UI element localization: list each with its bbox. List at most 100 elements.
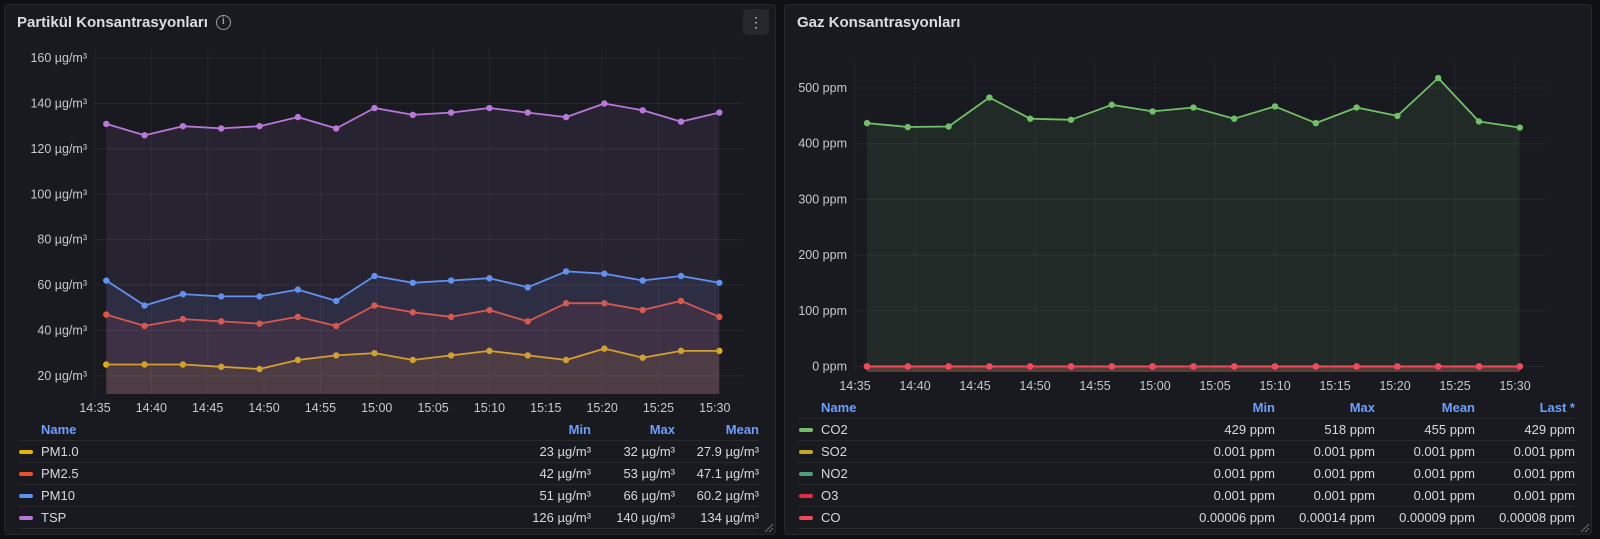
series-point-pm10[interactable] [639,277,646,284]
series-color-swatch[interactable] [19,471,33,476]
series-color-swatch[interactable] [799,471,813,476]
series-point-tsp[interactable] [141,132,148,139]
series-point-pm2.5[interactable] [677,297,685,305]
legend-column-mean[interactable]: Mean [725,422,759,437]
series-label[interactable]: O3 [821,488,839,503]
series-label[interactable]: PM1.0 [41,444,79,459]
series-point-pm10[interactable] [179,290,187,298]
timeseries-chart-particles[interactable]: 14:35 14:40 14:45 14:50 14:55 15:00 15:05 15:10… [11,41,769,420]
series-point-co2[interactable] [1516,124,1523,131]
series-point-co[interactable] [1108,363,1115,370]
series-point-co2[interactable] [1394,112,1401,120]
series-point-tsp[interactable] [256,122,263,130]
series-point-pm10[interactable] [141,302,148,309]
series-point-pm10[interactable] [294,286,302,293]
series-point-co2[interactable] [1271,103,1279,110]
series-point-co[interactable] [1475,363,1483,370]
series-point-tsp[interactable] [677,118,685,125]
series-point-pm1.0[interactable] [294,356,302,364]
series-color-swatch[interactable] [799,449,813,454]
series-point-co2[interactable] [1190,104,1197,111]
series-point-co[interactable] [1271,363,1279,370]
legend-column-name[interactable]: Name [821,400,857,415]
series-point-co2[interactable] [1435,74,1442,82]
series-point-pm1.0[interactable] [332,352,340,359]
panel-resize-handle[interactable] [1578,521,1590,533]
series-point-co[interactable] [863,363,871,370]
series-point-pm2.5[interactable] [716,313,723,321]
series-point-co[interactable] [1394,363,1401,370]
series-point-tsp[interactable] [294,113,302,121]
series-point-pm10[interactable] [716,279,723,286]
series-point-tsp[interactable] [447,109,455,116]
series-point-co[interactable] [945,363,952,370]
series-point-co2[interactable] [904,123,911,131]
series-point-pm2.5[interactable] [524,318,531,325]
series-label[interactable]: TSP [41,510,67,525]
series-point-pm10[interactable] [409,279,417,286]
series-point-pm10[interactable] [447,277,455,284]
series-point-pm1.0[interactable] [716,347,723,355]
legend-column-last[interactable]: Last * [1539,400,1575,415]
series-point-pm2.5[interactable] [256,320,263,327]
legend-column-min[interactable]: Min [568,422,591,437]
series-point-co2[interactable] [1231,115,1238,122]
series-point-pm1.0[interactable] [524,352,531,359]
series-point-co[interactable] [1516,363,1523,370]
series-label[interactable]: SO2 [821,444,848,459]
series-point-co2[interactable] [945,123,952,130]
series-point-tsp[interactable] [179,122,187,130]
series-point-co2[interactable] [1475,118,1483,125]
timeseries-chart-gases[interactable]: 14:35 14:40 14:45 14:50 14:55 15:00 15:05 15:10… [791,41,1585,398]
series-point-co[interactable] [1435,363,1442,370]
series-point-pm10[interactable] [332,297,340,305]
legend-column-name[interactable]: Name [41,422,77,437]
series-point-tsp[interactable] [103,120,110,128]
series-point-co2[interactable] [1027,115,1034,122]
series-point-pm2.5[interactable] [179,315,187,323]
series-point-pm2.5[interactable] [141,322,148,330]
series-point-tsp[interactable] [409,111,417,119]
panel-menu-button[interactable]: ⋮ [743,9,769,35]
series-point-pm1.0[interactable] [486,347,493,355]
series-point-pm1.0[interactable] [447,352,455,359]
series-point-pm2.5[interactable] [103,311,110,318]
series-point-co2[interactable] [1149,108,1156,115]
series-color-swatch[interactable] [799,427,813,432]
series-point-co[interactable] [1027,363,1034,370]
series-point-pm1.0[interactable] [218,363,225,370]
series-point-pm10[interactable] [524,284,531,291]
panel-resize-handle[interactable] [762,521,774,533]
series-point-tsp[interactable] [524,109,531,116]
series-label[interactable]: CO2 [821,422,848,437]
legend-column-min[interactable]: Min [1252,400,1275,415]
series-point-pm1.0[interactable] [639,354,646,361]
series-point-pm2.5[interactable] [371,302,378,309]
series-color-swatch[interactable] [19,449,33,454]
series-point-co[interactable] [1312,363,1319,370]
series-point-co[interactable] [1353,363,1360,370]
series-point-pm10[interactable] [218,293,225,300]
series-point-co[interactable] [986,363,993,370]
series-point-pm10[interactable] [371,272,378,280]
series-color-swatch[interactable] [19,515,33,520]
series-point-pm2.5[interactable] [601,300,608,307]
series-point-tsp[interactable] [371,104,378,112]
series-point-co2[interactable] [1108,101,1115,108]
series-color-swatch[interactable] [19,493,33,498]
series-point-pm10[interactable] [103,277,110,284]
series-point-co[interactable] [1231,363,1238,370]
series-point-pm1.0[interactable] [256,365,263,373]
series-point-co2[interactable] [986,94,993,101]
series-color-swatch[interactable] [799,515,813,520]
series-point-pm2.5[interactable] [409,309,417,316]
series-point-pm10[interactable] [601,270,608,277]
series-point-co[interactable] [1067,363,1075,370]
series-point-pm2.5[interactable] [294,313,302,321]
legend-column-max[interactable]: Max [1349,400,1375,415]
series-point-pm1.0[interactable] [601,345,608,352]
series-label[interactable]: PM10 [41,488,75,503]
series-point-pm1.0[interactable] [141,361,148,368]
series-point-pm2.5[interactable] [447,313,455,321]
series-point-pm2.5[interactable] [562,300,570,307]
